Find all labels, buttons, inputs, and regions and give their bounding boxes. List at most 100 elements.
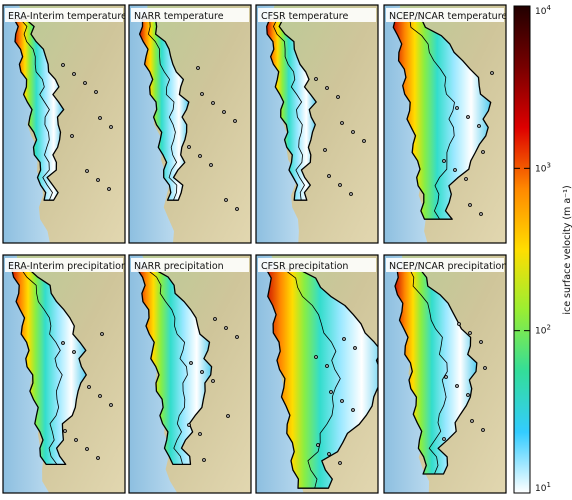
ice-cap-dot: [94, 90, 98, 94]
panel-title-box: ERA-Interim temperature: [5, 8, 127, 22]
ice-cap-dot: [336, 95, 340, 99]
panel-title: CFSR temperature: [261, 11, 348, 22]
ice-cap-dot: [325, 364, 329, 368]
ice-cap-dot: [222, 110, 226, 114]
colorbar-tick-label: 101: [535, 481, 551, 494]
ocean: [129, 255, 178, 493]
ice-cap-dot: [466, 393, 470, 397]
panel-title-background: [5, 258, 123, 272]
colorbar-tick-label: 102: [535, 324, 551, 337]
panel-title: ERA-Interim precipitation: [8, 261, 127, 272]
ice-cap-dot: [198, 432, 202, 436]
colorbar-tick-label: 104: [535, 4, 551, 17]
ice-cap-dot: [353, 346, 357, 350]
ice-sheet: [11, 268, 87, 466]
ice-cap-dot: [226, 414, 230, 418]
ice-cap-dot: [327, 452, 331, 456]
ocean: [384, 5, 428, 243]
ice-cap-dot: [85, 447, 89, 451]
colorbar: 101 102 103 104 ice surface velocity (m a⁻¹…: [513, 4, 572, 494]
ice-cap-dot: [224, 326, 228, 330]
panel-title-background: [386, 258, 504, 272]
ice-cap-dot: [351, 408, 355, 412]
ice-cap-dot: [98, 394, 102, 398]
ice-cap-dot: [442, 159, 446, 163]
ice-cap-dot: [72, 350, 76, 354]
panel-title-box: ERA-Interim precipitation: [5, 258, 127, 272]
ice-contour: [283, 268, 341, 489]
panel-title: NCEP/NCAR precipitation: [389, 261, 507, 272]
ice-cap-dot: [100, 332, 104, 336]
panel-title-box: CFSR temperature: [258, 8, 376, 22]
panel-title-box: NCEP/NCAR temperature: [386, 8, 507, 22]
map-panel: CFSR precipitation: [256, 255, 378, 493]
panel-title-box: CFSR precipitation: [258, 258, 376, 272]
panel-title-background: [386, 8, 504, 22]
ice-cap-dot: [464, 177, 468, 181]
ice-cap-dot: [455, 106, 459, 110]
ice-cap-dot: [107, 187, 111, 191]
ice-cap-dot: [338, 183, 342, 187]
ice-cap-dot: [187, 145, 191, 149]
ice-cap-dot: [74, 438, 78, 442]
ice-cap-dot: [72, 72, 76, 76]
panel-title: CFSR precipitation: [261, 261, 348, 272]
panel-frame: [383, 254, 507, 494]
map-panel: NCEP/NCAR precipitation: [384, 255, 507, 493]
ice-cap-dot: [196, 66, 200, 70]
ice-cap-dot: [209, 163, 213, 167]
ice-cap-dot: [490, 71, 494, 75]
ocean: [3, 5, 50, 243]
panel-title: NCEP/NCAR temperature: [389, 11, 507, 22]
map-panel: ERA-Interim temperature: [3, 5, 127, 243]
ice-cap-dot: [109, 125, 113, 129]
ice-cap-dot: [351, 130, 355, 134]
map-panel: NARR temperature: [129, 5, 251, 243]
ocean: [3, 255, 50, 493]
ice-cap-dot: [349, 192, 353, 196]
ice-contour: [409, 18, 455, 220]
ice-cap-dot: [457, 322, 461, 326]
ice-cap-dot: [340, 399, 344, 403]
panel-grid: ERA-Interim temperature NARR temperature C…: [2, 4, 507, 494]
ice-cap-dot: [189, 361, 193, 365]
ice-cap-dot: [444, 375, 448, 379]
ocean: [129, 5, 174, 243]
panel-title-box: NARR precipitation: [131, 258, 249, 272]
ice-cap-dot: [338, 461, 342, 465]
panel-title: ERA-Interim temperature: [8, 11, 127, 22]
ice-cap-dot: [481, 428, 485, 432]
panel-frame: [2, 254, 126, 494]
ice-cap-dot: [314, 77, 318, 81]
ice-sheet: [266, 18, 317, 201]
ice-cap-dot: [468, 203, 472, 207]
ice-cap-dot: [213, 317, 217, 321]
ice-cap-dot: [96, 178, 100, 182]
ice-cap-dot: [468, 331, 472, 335]
panel-frame: [128, 4, 252, 244]
panel-title-box: NCEP/NCAR precipitation: [386, 258, 507, 272]
ice-cap-dot: [455, 384, 459, 388]
ice-sheet: [394, 268, 478, 475]
ice-cap-dot: [362, 139, 366, 143]
colorbar-bar: [513, 5, 531, 494]
ice-cap-dot: [96, 456, 100, 460]
panel-title: NARR temperature: [134, 11, 224, 22]
ice-cap-dot: [453, 168, 457, 172]
map-panel: ERA-Interim precipitation: [3, 255, 127, 493]
ice-contour: [19, 18, 53, 201]
ice-cap-dot: [466, 115, 470, 119]
ice-cap-dot: [224, 198, 228, 202]
panel-frame: [255, 254, 379, 494]
ice-cap-dot: [200, 92, 204, 96]
ice-sheet: [265, 268, 378, 489]
ice-contour: [20, 268, 63, 465]
ice-cap-dot: [200, 370, 204, 374]
ice-cap-dot: [233, 119, 237, 123]
ice-cap-dot: [442, 437, 446, 441]
ice-cap-dot: [327, 174, 331, 178]
ice-cap-dot: [61, 63, 65, 67]
panel-title-box: NARR temperature: [131, 8, 249, 22]
colorbar-ticks: 101 102 103 104: [514, 4, 551, 494]
ice-cap-dot: [481, 150, 485, 154]
